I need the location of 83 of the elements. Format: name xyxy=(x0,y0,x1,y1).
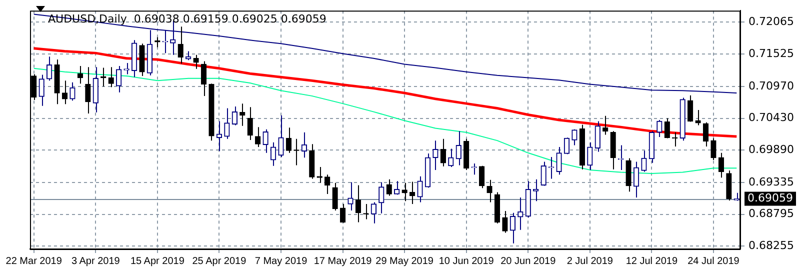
y-tick-label: 0.68795 xyxy=(748,207,794,220)
candlestick xyxy=(687,94,694,122)
candlestick xyxy=(38,74,44,106)
candlestick xyxy=(62,80,68,105)
candlestick xyxy=(332,182,338,211)
x-tick-label: 20 Jun 2019 xyxy=(500,256,556,267)
candlestick xyxy=(301,132,307,158)
x-tick-label: 2 Jul 2019 xyxy=(566,256,614,267)
candlestick xyxy=(572,128,578,146)
x-tick-label: 24 Jul 2019 xyxy=(688,256,740,267)
candlestick xyxy=(370,202,376,224)
candlestick xyxy=(656,120,662,138)
candlestick xyxy=(70,82,76,102)
candlestick xyxy=(587,142,593,170)
ref-line-label: 0.69059 xyxy=(748,192,794,205)
candlestick xyxy=(618,144,624,170)
x-tick-label: 15 Apr 2019 xyxy=(130,256,185,267)
candlestick xyxy=(726,170,732,201)
candlestick xyxy=(286,127,292,154)
candlestick xyxy=(440,138,446,167)
candlestick xyxy=(641,150,647,172)
candlestick xyxy=(85,66,91,114)
candlestick xyxy=(448,148,454,168)
candlestick xyxy=(270,142,276,166)
candlestick xyxy=(518,197,524,230)
y-tick-label: 0.68255 xyxy=(748,238,794,252)
x-tick-label: 10 Jun 2019 xyxy=(438,256,494,267)
candlestick xyxy=(502,210,508,234)
candlestick xyxy=(432,140,438,170)
candlestick xyxy=(124,62,130,75)
candlestick xyxy=(200,60,207,96)
candlestick xyxy=(417,176,423,203)
candlestick xyxy=(402,182,408,202)
candlestick xyxy=(278,114,284,158)
y-tick-label: 0.72065 xyxy=(748,15,794,28)
x-tick-label: 22 Mar 2019 xyxy=(6,256,62,267)
x-tick-label: 3 Apr 2019 xyxy=(71,256,120,267)
candlestick xyxy=(556,146,562,176)
candlestick xyxy=(702,122,709,147)
candlestick xyxy=(386,178,392,196)
x-tick-label: 25 Apr 2019 xyxy=(192,256,247,267)
candlestick xyxy=(224,108,230,140)
candlestick xyxy=(193,54,199,70)
candlestick xyxy=(232,106,238,126)
candlestick xyxy=(478,165,485,189)
candlestick xyxy=(116,65,122,93)
candlestick xyxy=(240,103,246,126)
candlestick xyxy=(664,118,670,139)
candlestick xyxy=(92,66,98,113)
candlestick xyxy=(348,182,354,211)
candlestick xyxy=(626,158,632,192)
candlestick xyxy=(540,161,546,186)
candlestick xyxy=(718,152,724,178)
candlestick xyxy=(378,182,384,214)
x-tick-label: 12 Jul 2019 xyxy=(626,256,678,267)
candlestick xyxy=(456,130,462,166)
candlestick xyxy=(262,128,268,154)
y-tick-label: 0.69890 xyxy=(748,142,794,156)
candlestick xyxy=(46,56,52,82)
candlestick xyxy=(695,110,701,126)
candlestick xyxy=(510,212,516,244)
candlestick xyxy=(594,120,600,152)
candlestick xyxy=(178,26,184,64)
candlestick xyxy=(610,130,616,170)
candlestick xyxy=(108,66,114,88)
candlestick xyxy=(564,137,570,155)
candlestick xyxy=(247,106,253,140)
candlestick xyxy=(355,184,362,223)
x-tick-label: 7 May 2019 xyxy=(254,256,308,267)
y-tick-label: 0.70970 xyxy=(748,79,794,92)
candlestick xyxy=(340,204,346,224)
candlestick xyxy=(672,132,678,147)
x-tick-label: 17 May 2019 xyxy=(314,256,372,267)
y-tick-label: 0.70430 xyxy=(748,111,794,124)
candlestick xyxy=(710,138,716,160)
y-tick-label: 0.69335 xyxy=(748,175,794,188)
x-tick-label: 29 May 2019 xyxy=(376,256,434,267)
candlestick xyxy=(316,166,322,184)
y-tick-label: 0.71525 xyxy=(748,46,794,60)
candlestick xyxy=(486,179,492,203)
candlestick xyxy=(394,180,400,196)
candlestick xyxy=(633,161,640,198)
candlestick xyxy=(255,126,261,148)
